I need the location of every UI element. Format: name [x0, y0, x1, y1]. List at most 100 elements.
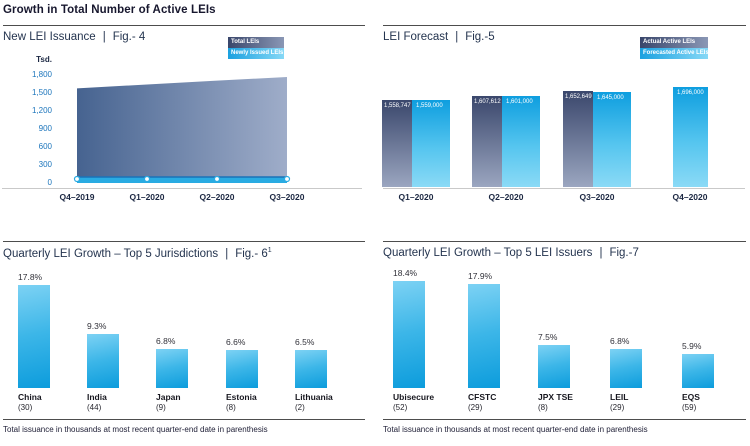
fig5-x-tick-label: Q4–2020	[672, 192, 708, 202]
fig5-legend-forecasted-active-leis: Forecasted Active LEIs	[640, 48, 708, 59]
newly-issued-leis-markers	[73, 175, 291, 183]
jurisdiction-issuance-label: (44)	[87, 403, 102, 412]
jurisdiction-issuance-label: (8)	[226, 403, 236, 412]
newly-issued-marker	[143, 175, 151, 183]
issuer-category-label: EQS	[682, 392, 700, 402]
actual-active-leis-bar: 1,652,649	[563, 91, 593, 187]
issuer-bar	[682, 353, 714, 388]
jurisdiction-percent-label: 9.3%	[87, 321, 107, 332]
issuer-issuance-label: (29)	[468, 403, 483, 412]
newly-issued-marker	[73, 175, 81, 183]
page-title: Growth in Total Number of Active LEIs	[3, 4, 216, 16]
jurisdiction-percent-label: 6.6%	[226, 336, 246, 347]
actual-active-leis-bar: 1,558,747	[382, 100, 412, 187]
fig4-x-tick-label: Q4–2019	[59, 192, 95, 202]
forecasted-active-leis-value-label: 1,559,000	[416, 103, 443, 110]
fig4-legend: Total LEIs Newly Issued LEIs	[228, 37, 284, 59]
issuer-issuance-label: (8)	[538, 403, 548, 412]
issuer-percent-label: 6.8%	[610, 335, 630, 346]
fig4-legend-newly-issued-leis: Newly Issued LEIs	[228, 48, 284, 59]
jurisdiction-category-label: Estonia	[226, 392, 257, 402]
jurisdiction-bar	[18, 284, 50, 388]
fig6-footnote-marker: 1	[267, 247, 272, 254]
fig5-title-separator: |	[455, 31, 459, 43]
issuer-bar	[393, 281, 425, 388]
forecasted-active-leis-bar: 1,559,000	[412, 100, 450, 187]
fig6-footnote: Total issuance in thousands at most rece…	[3, 425, 268, 434]
fig5-x-tick-label: Q2–2020	[488, 192, 524, 202]
forecasted-active-leis-value-label: 1,601,000	[506, 99, 533, 106]
forecasted-active-leis-value-label: 1,696,000	[677, 90, 704, 97]
total-leis-area	[77, 77, 287, 177]
issuer-bar	[610, 348, 642, 388]
issuer-issuance-label: (59)	[682, 403, 697, 412]
fig5-title: LEI Forecast | Fig.-5	[383, 31, 495, 43]
fig4-y-tick-label: 1,800	[31, 70, 52, 79]
actual-active-leis-value-label: 1,607,612	[474, 98, 501, 105]
fig5-x-tick-label: Q3–2020	[579, 192, 615, 202]
fig6-title-separator: |	[225, 247, 229, 260]
jurisdiction-issuance-label: (9)	[156, 403, 166, 412]
jurisdiction-category-label: Lithuania	[295, 392, 333, 402]
fig5-fig-label: Fig.-5	[465, 31, 495, 43]
jurisdiction-bar	[87, 334, 119, 388]
fig4-y-tick-label: 1,200	[31, 106, 52, 115]
issuer-bar	[538, 344, 570, 388]
forecasted-active-leis-bar: 1,696,000	[673, 87, 708, 187]
fig4-x-tick-label: Q1–2020	[129, 192, 165, 202]
issuer-category-label: JPX TSE	[538, 392, 573, 402]
actual-active-leis-value-label: 1,558,747	[384, 103, 411, 110]
fig4-title-text: New LEI Issuance	[3, 31, 96, 43]
divider-top-right	[383, 25, 746, 26]
jurisdiction-category-label: India	[87, 392, 107, 402]
divider-mid-right	[383, 241, 746, 242]
issuer-percent-label: 7.5%	[538, 331, 558, 342]
fig4-fig-label: Fig.- 4	[112, 31, 146, 43]
fig7-title-separator: |	[599, 247, 603, 259]
fig6-fig-label: Fig.- 6	[235, 247, 268, 260]
jurisdiction-issuance-label: (2)	[295, 403, 305, 412]
fig4-y-tick-label: 0	[47, 178, 52, 187]
jurisdiction-bar	[226, 349, 258, 388]
fig7-title: Quarterly LEI Growth – Top 5 LEI Issuers…	[383, 247, 639, 259]
fig4-x-axis-line	[2, 188, 362, 189]
issuer-percent-label: 17.9%	[468, 271, 493, 282]
forecasted-active-leis-value-label: 1,645,000	[597, 95, 624, 102]
fig7-title-text: Quarterly LEI Growth – Top 5 LEI Issuers	[383, 247, 593, 259]
fig4-area-chart	[73, 77, 291, 183]
forecasted-active-leis-bar: 1,601,000	[502, 96, 540, 187]
fig4-y-tick-label: 300	[38, 160, 52, 169]
newly-issued-leis-band	[77, 177, 287, 183]
actual-active-leis-value-label: 1,652,649	[565, 94, 592, 101]
jurisdiction-bar	[295, 350, 327, 388]
jurisdiction-issuance-label: (30)	[18, 403, 33, 412]
issuer-percent-label: 5.9%	[682, 340, 702, 351]
jurisdiction-category-label: Japan	[156, 392, 181, 402]
issuer-category-label: CFSTC	[468, 392, 497, 402]
fig5-legend: Actual Active LEIs Forecasted Active LEI…	[640, 37, 708, 59]
issuer-issuance-label: (29)	[610, 403, 625, 412]
divider-mid-left	[3, 241, 365, 242]
fig4-legend-total-leis: Total LEIs	[228, 37, 284, 48]
jurisdiction-percent-label: 17.8%	[18, 271, 43, 282]
fig5-x-axis-line	[383, 188, 745, 189]
divider-top-left	[3, 25, 365, 26]
fig5-legend-actual-active-leis: Actual Active LEIs	[640, 37, 708, 48]
fig4-title-separator: |	[102, 31, 106, 43]
issuer-bar	[468, 284, 500, 388]
jurisdiction-category-label: China	[18, 392, 42, 402]
issuer-category-label: LEIL	[610, 392, 629, 402]
fig4-x-tick-label: Q3–2020	[269, 192, 305, 202]
fig7-fig-label: Fig.-7	[609, 247, 639, 259]
jurisdiction-percent-label: 6.8%	[156, 335, 176, 346]
fig6-title: Quarterly LEI Growth – Top 5 Jurisdictio…	[3, 247, 272, 260]
newly-issued-marker	[213, 175, 221, 183]
fig4-title: New LEI Issuance | Fig.- 4	[3, 31, 145, 43]
fig5-title-text: LEI Forecast	[383, 31, 449, 43]
fig4-y-tick-label: 1,500	[31, 88, 52, 97]
fig7-footnote: Total issuance in thousands at most rece…	[383, 425, 648, 434]
fig5-x-tick-label: Q1–2020	[398, 192, 434, 202]
actual-active-leis-bar: 1,607,612	[472, 95, 502, 187]
forecasted-active-leis-bar: 1,645,000	[593, 92, 631, 187]
